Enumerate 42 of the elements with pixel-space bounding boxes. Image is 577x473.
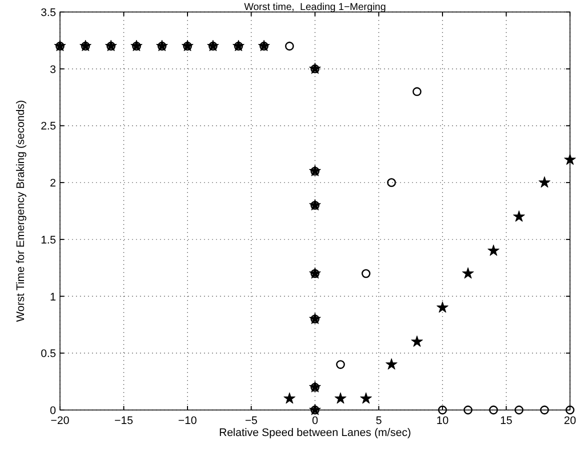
y-tick-label: 2.5 [40, 120, 56, 133]
point [411, 336, 423, 347]
y-tick-label: 0.5 [40, 348, 56, 360]
point [412, 87, 422, 96]
point [488, 244, 500, 256]
y-tick-label: 2 [50, 178, 56, 190]
y-axis-title: Worst Time for Emergency Braking (seconds) [15, 100, 27, 322]
y-tick-label: 3.5 [40, 7, 56, 19]
x-tick-label: 15 [500, 415, 512, 427]
point [513, 210, 525, 222]
point [464, 406, 472, 414]
x-tick-label: 0 [312, 415, 318, 427]
y-tick-label: 0 [50, 405, 56, 417]
x-tick-label: −5 [244, 415, 258, 427]
chart-title: Worst time, Leading 1−Merging [244, 2, 386, 13]
point [436, 301, 448, 313]
point [284, 392, 296, 404]
point [438, 406, 447, 414]
x-tick-label: 5 [376, 415, 382, 427]
x-tick-label: 20 [564, 415, 576, 427]
point [336, 360, 345, 369]
y-tick-label: 1 [50, 291, 56, 304]
point [564, 154, 576, 165]
point [360, 392, 372, 404]
point [538, 176, 550, 188]
point [489, 406, 498, 414]
x-tick-label: −10 [178, 415, 197, 427]
x-tick-label: −20 [50, 415, 70, 427]
point [285, 42, 294, 51]
point [540, 406, 549, 414]
y-tick-label: 3 [50, 64, 56, 76]
point [362, 269, 370, 278]
y-tick-label: 1.5 [40, 234, 56, 246]
x-axis-title: Relative Speed between Lanes (m/sec) [219, 427, 411, 439]
point [514, 406, 524, 414]
point [386, 358, 398, 370]
x-tick-label: 10 [436, 415, 449, 427]
point [387, 178, 396, 188]
point [334, 392, 346, 404]
point [462, 267, 474, 279]
x-tick-label: −15 [114, 415, 134, 427]
point [566, 406, 574, 414]
